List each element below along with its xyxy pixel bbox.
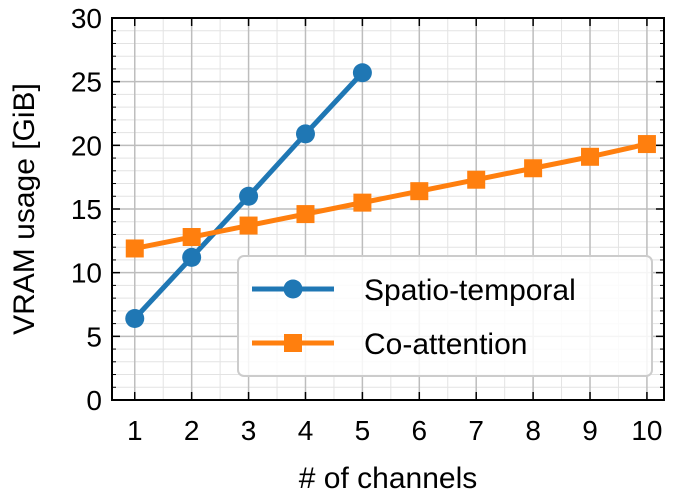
x-tick-label: 1: [127, 415, 143, 446]
data-point: [125, 309, 145, 329]
x-tick-label: 7: [468, 415, 484, 446]
legend-label: Co-attention: [364, 328, 527, 361]
data-point: [239, 216, 258, 235]
y-tick-label: 15: [71, 194, 102, 225]
x-axis-label: # of channels: [299, 462, 477, 495]
data-point: [352, 63, 372, 83]
data-point: [637, 135, 656, 154]
y-tick-label: 10: [71, 258, 102, 289]
y-tick-label: 5: [86, 321, 102, 352]
x-tick-label: 6: [412, 415, 428, 446]
data-point: [524, 159, 543, 178]
legend-marker: [284, 334, 302, 352]
legend-entry: Spatio-temporal: [252, 274, 576, 307]
data-point: [296, 205, 315, 224]
y-tick-label: 25: [71, 67, 102, 98]
data-point: [182, 228, 201, 247]
data-point: [353, 193, 372, 212]
y-tick-label: 30: [71, 3, 102, 34]
legend-marker: [283, 279, 303, 299]
x-tick-label: 10: [631, 415, 662, 446]
x-tick-label: 3: [241, 415, 257, 446]
data-point: [581, 147, 600, 166]
series-line: [134, 141, 648, 251]
data-point: [467, 170, 486, 189]
data-point: [182, 247, 202, 267]
legend-label: Spatio-temporal: [364, 274, 576, 307]
x-tick-label: 2: [184, 415, 200, 446]
x-tick-label: 9: [582, 415, 598, 446]
y-tick-label: 20: [71, 130, 102, 161]
series-spatio-temporal: [125, 63, 372, 329]
legend: Spatio-temporal Co-attention: [237, 255, 653, 377]
x-tick-label: 8: [525, 415, 541, 446]
data-point: [125, 239, 144, 258]
data-point: [410, 182, 429, 201]
series-layer: [125, 63, 656, 329]
series-co-attention: [125, 135, 656, 258]
y-tick-label: 0: [86, 385, 102, 416]
y-axis-label: VRAM usage [GiB]: [8, 83, 41, 335]
legend-box: [237, 255, 653, 377]
legend-entry: Co-attention: [252, 328, 527, 361]
data-point: [295, 124, 315, 144]
x-tick-label: 4: [298, 415, 314, 446]
ticks: 0 5 10 15 20 25 30 1 2 3 4 5 6 7 8 9 10: [71, 3, 664, 446]
data-point: [239, 186, 259, 206]
x-tick-label: 5: [355, 415, 371, 446]
